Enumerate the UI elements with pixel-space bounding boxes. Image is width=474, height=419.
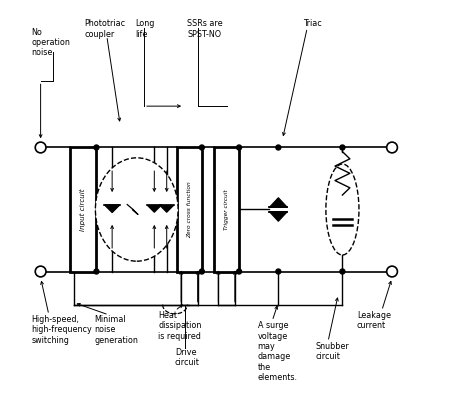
Text: Minimal
noise
generation: Minimal noise generation — [94, 315, 138, 345]
Circle shape — [276, 269, 281, 274]
Text: No
operation
noise: No operation noise — [31, 28, 70, 57]
Text: SSRs are
SPST-NO: SSRs are SPST-NO — [187, 19, 223, 39]
Circle shape — [237, 145, 242, 150]
Text: A surge
voltage
may
damage
the
elements.: A surge voltage may damage the elements. — [258, 321, 298, 382]
Text: Input circuit: Input circuit — [80, 188, 86, 231]
Text: Long
life: Long life — [136, 19, 155, 39]
Polygon shape — [104, 205, 120, 212]
Bar — [70, 147, 96, 272]
Text: Trigger circuit: Trigger circuit — [224, 189, 229, 230]
Text: Zero cross function: Zero cross function — [187, 181, 192, 238]
Ellipse shape — [326, 164, 359, 255]
Bar — [177, 147, 202, 272]
Circle shape — [200, 269, 204, 274]
Polygon shape — [147, 205, 161, 212]
Circle shape — [94, 145, 99, 150]
Circle shape — [387, 266, 397, 277]
Circle shape — [35, 266, 46, 277]
Polygon shape — [269, 212, 287, 221]
Circle shape — [200, 145, 204, 150]
Text: Drive
circuit: Drive circuit — [175, 348, 200, 367]
Circle shape — [387, 142, 397, 153]
Text: High-speed,
high-frequency
switching: High-speed, high-frequency switching — [31, 315, 92, 345]
Text: Heat
dissipation
is required: Heat dissipation is required — [158, 311, 202, 341]
Text: Snubber
circuit: Snubber circuit — [316, 342, 349, 361]
Polygon shape — [160, 205, 174, 212]
Circle shape — [94, 269, 99, 274]
Text: Triac: Triac — [303, 19, 322, 28]
Circle shape — [237, 269, 242, 274]
Polygon shape — [269, 198, 287, 207]
Circle shape — [340, 269, 345, 274]
Text: Leakage
current: Leakage current — [357, 311, 391, 330]
Circle shape — [340, 145, 345, 150]
Circle shape — [276, 145, 281, 150]
Circle shape — [35, 142, 46, 153]
Bar — [214, 147, 239, 272]
Ellipse shape — [95, 158, 178, 261]
Text: Phototriac
coupler: Phototriac coupler — [84, 19, 125, 39]
